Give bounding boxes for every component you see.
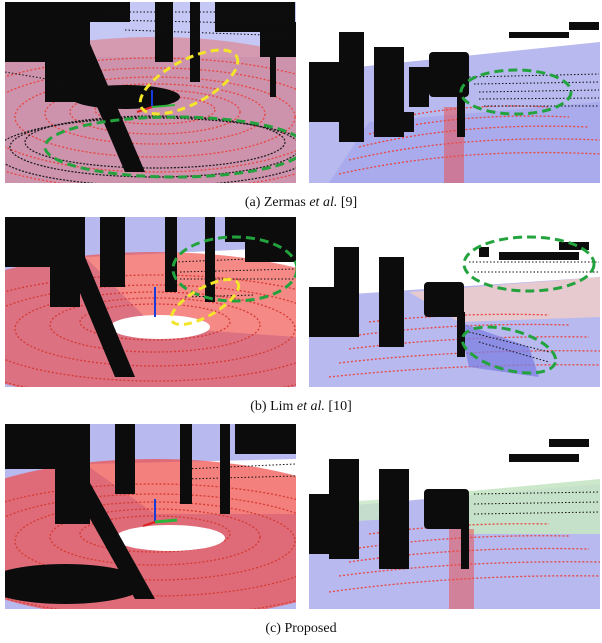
panel-c-right: [309, 424, 600, 609]
caption-c: (c) Proposed: [265, 621, 337, 636]
empty-ground-hole: [110, 315, 210, 339]
highlight-ellipse-green: [171, 235, 296, 303]
panel-b-left: [5, 217, 296, 387]
caption-b: (b) Lim et al. [10]: [250, 399, 352, 414]
highlight-ellipse-green: [43, 115, 296, 179]
highlight-ellipse-green: [462, 235, 596, 293]
panel-a-left: [5, 2, 296, 183]
highlight-ellipse-yellow: [169, 277, 241, 327]
panel-a-right: [309, 2, 600, 183]
panel-c-left: [5, 424, 296, 609]
empty-ground-hole: [115, 525, 225, 551]
highlight-ellipse-green: [459, 68, 573, 116]
highlight-ellipse-green: [460, 325, 558, 375]
panel-b-right: [309, 217, 600, 387]
highlight-ellipse-yellow: [138, 48, 240, 116]
caption-a: (a) Zermas et al. [9]: [244, 195, 358, 210]
